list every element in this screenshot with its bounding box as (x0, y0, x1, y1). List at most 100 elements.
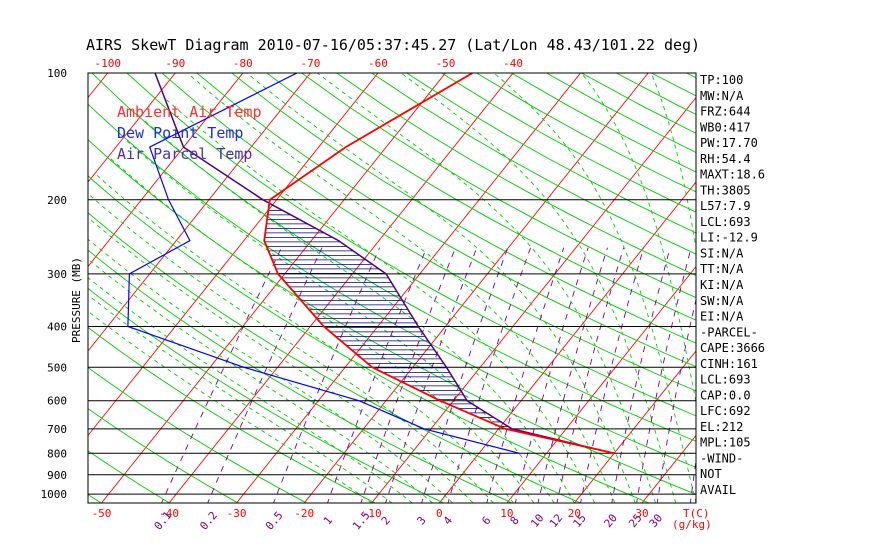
mixing-ratio-tick-label: 0.5 (263, 509, 286, 533)
index-panel-item: LI:-12.9 (700, 231, 758, 245)
dry-adiabat-line (406, 73, 696, 234)
dry-adiabat-line (91, 73, 696, 442)
dry-adiabat-line (231, 73, 696, 344)
dry-adiabat-line (0, 73, 35, 505)
moist-adiabat-line (88, 294, 393, 503)
moist-adiabat-line (96, 174, 514, 503)
dry-adiabat-line (511, 73, 696, 173)
mixing-ratio-tick-label: 30 (647, 511, 665, 530)
top-temp-tick-label: -70 (300, 57, 320, 70)
index-panel-item: AVAIL (700, 483, 736, 497)
mixing-ratio-line (486, 247, 565, 503)
mixing-ratio-tick-label: 6 (479, 514, 493, 527)
legend: Ambient Air Temp Dew Point Temp Air Parc… (117, 103, 262, 163)
pressure-tick-label: 200 (47, 194, 67, 207)
mixing-ratio-line (161, 247, 282, 503)
mixing-ratio-line (327, 247, 428, 503)
index-panel-item: -PARCEL- (700, 325, 758, 339)
dewpoint-curve (127, 73, 520, 454)
moist-adiabat-line (317, 73, 656, 503)
mixing-ratio-line (385, 247, 478, 503)
pressure-tick-label: 400 (47, 321, 67, 334)
index-panel-item: LCL:693 (700, 215, 751, 229)
dry-adiabat-line (126, 73, 696, 417)
top-temp-tick-label: -100 (94, 57, 121, 70)
mixing-ratio-tick-label: 0.2 (197, 509, 220, 533)
index-panel-item: EL:212 (700, 420, 743, 434)
moist-adiabat-line (88, 216, 474, 503)
index-panel-item: MAXT:18.6 (700, 168, 765, 182)
mixing-ratio-line (447, 247, 532, 503)
mixing-ratio-tick-label: 12 (547, 511, 565, 530)
moist-adiabat-line (88, 310, 372, 503)
isotherm-line (843, 54, 870, 505)
index-panel-item: NOT (700, 467, 722, 481)
mixing-ratio-line (514, 247, 589, 503)
index-panel-item: CAPE:3666 (700, 341, 765, 355)
top-temp-tick-label: -60 (368, 57, 388, 70)
isotherm-line (88, 73, 311, 352)
dry-adiabat-line (651, 73, 696, 97)
index-panel-item: SI:N/A (700, 246, 744, 260)
mixing-ratio-tick-label: 20 (601, 511, 619, 530)
isotherm-line (573, 350, 696, 503)
mixing-ratio-line (689, 457, 696, 503)
x-axis-unit-label: T(C) (683, 507, 710, 520)
mixing-ratio-line (611, 247, 671, 503)
mixing-ratio-line (580, 247, 645, 503)
index-panel-item: MW:N/A (700, 89, 744, 103)
bottom-temp-tick-label: -40 (159, 507, 179, 520)
mixing-ratio-line (207, 247, 323, 503)
index-panel-item: LCL:693 (700, 373, 751, 387)
pressure-tick-label: 300 (47, 268, 67, 281)
mixing-ratio-tick-label: 8 (508, 514, 522, 527)
top-temp-tick-label: -80 (233, 57, 253, 70)
mixing-ratio-tick-label: 1 (321, 514, 335, 527)
index-panel-item: KI:N/A (700, 278, 744, 292)
moist-adiabat-line (493, 73, 696, 503)
moist-adiabat-line (187, 73, 616, 503)
moist-adiabat-line (88, 238, 454, 503)
isotherm-line (168, 73, 514, 503)
isotherm-line (506, 265, 696, 503)
mixing-ratio-line (360, 247, 456, 503)
dry-adiabat-line (161, 73, 696, 392)
bottom-temp-tick-label: 0 (436, 507, 443, 520)
isotherm-line (88, 73, 244, 268)
index-panel-item: PW:17.70 (700, 136, 758, 150)
moist-adiabat-line (88, 193, 494, 503)
bottom-temp-tick-label: 10 (500, 507, 513, 520)
legend-ambient: Ambient Air Temp (117, 103, 262, 121)
index-panel-item: SW:N/A (700, 294, 744, 308)
dry-adiabat-line (301, 73, 696, 299)
pressure-tick-label: 100 (47, 67, 67, 80)
isotherm-line (371, 96, 696, 503)
index-panel-item: WB0:417 (700, 120, 751, 134)
chart-title: AIRS SkewT Diagram 2010-07-16/05:37:45.2… (86, 36, 700, 54)
mixing-ratio-line (636, 247, 692, 503)
index-panel-item: -WIND- (700, 451, 743, 465)
dry-adiabat-line (336, 73, 696, 277)
isotherm-line (88, 73, 176, 183)
mixing-ratio-tick-label: 4 (441, 514, 455, 528)
bottom-temp-tick-label: 30 (635, 507, 648, 520)
moist-adiabat-line (246, 73, 636, 503)
mixing-ratio-line (273, 247, 381, 503)
y-axis-label: PRESSURE (MB) (70, 257, 83, 343)
mixing-ratio-line (556, 247, 625, 503)
index-panel-item: TP:100 (700, 73, 743, 87)
index-panel-item: TH:3805 (700, 183, 751, 197)
moist-adiabat-line (88, 277, 413, 503)
bottom-temp-tick-label: -10 (362, 507, 382, 520)
dry-adiabat-line (371, 73, 696, 255)
top-temp-tick-label: -90 (165, 57, 185, 70)
index-panel-item: CAP:0.0 (700, 388, 751, 402)
index-panel-item: L57:7.9 (700, 199, 751, 213)
pressure-tick-label: 1000 (41, 488, 68, 501)
pressure-tick-label: 900 (47, 469, 67, 482)
dry-adiabat-line (88, 103, 696, 468)
moist-adiabat-line (144, 120, 575, 503)
pressure-tick-label: 500 (47, 361, 67, 374)
pressure-tick-label: 700 (47, 423, 67, 436)
